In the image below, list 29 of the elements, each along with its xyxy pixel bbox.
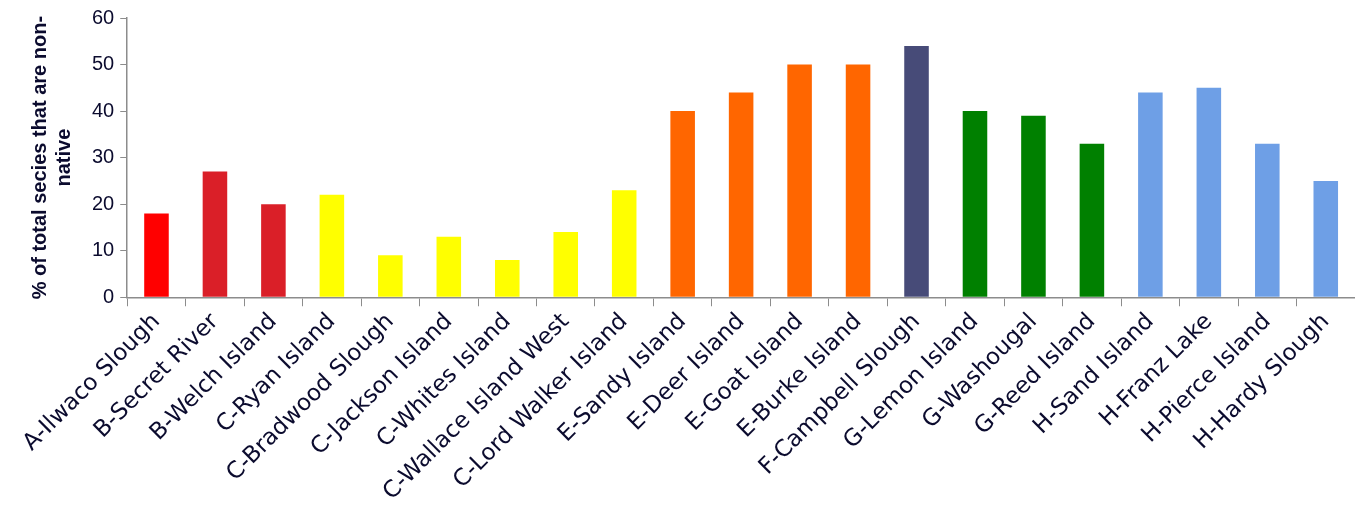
y-tick-label: 50	[92, 52, 115, 75]
bar	[611, 190, 637, 297]
bar	[436, 236, 462, 297]
bar	[728, 92, 754, 297]
bar	[1138, 92, 1163, 297]
bar	[670, 111, 695, 297]
bar	[144, 213, 169, 297]
bar	[1313, 180, 1339, 297]
bar	[261, 204, 286, 297]
y-tick-label: 40	[92, 98, 115, 121]
y-axis-title: % of total secies that are non-native	[27, 15, 74, 300]
y-tick-label: 20	[92, 191, 115, 214]
y-tick-label: 10	[92, 238, 115, 261]
bar	[553, 232, 579, 297]
bar	[1196, 87, 1222, 297]
bar	[319, 194, 345, 297]
bar	[845, 64, 871, 297]
bar	[904, 45, 929, 297]
bar	[1255, 143, 1280, 297]
bar	[202, 171, 228, 297]
y-tick-label: 60	[92, 5, 115, 28]
bar	[1079, 143, 1105, 297]
bar	[494, 260, 520, 297]
bar	[1021, 115, 1046, 297]
y-tick-label: 30	[92, 145, 115, 168]
bar	[787, 64, 812, 297]
bar	[378, 255, 403, 297]
bar	[962, 111, 988, 297]
y-tick-label: 0	[103, 284, 115, 307]
